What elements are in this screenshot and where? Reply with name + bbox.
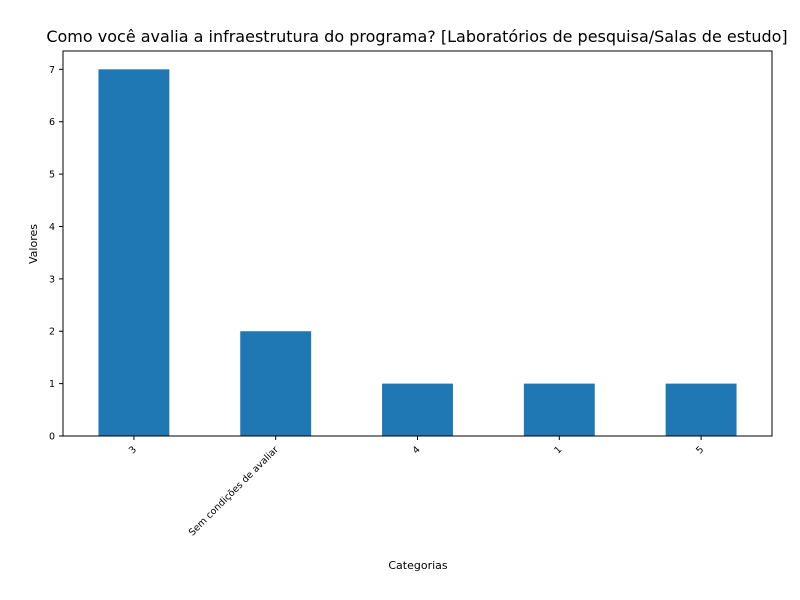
y-tick-label: 6 <box>49 117 55 128</box>
chart-title: Como você avalia a infraestrutura do pro… <box>46 27 787 46</box>
bar <box>98 69 170 436</box>
y-tick-label: 4 <box>49 222 55 233</box>
plot-area: 0 1 2 3 4 5 6 7 3 Sem condições de avaliar 4 1 5 <box>49 50 773 538</box>
y-tick-label: 3 <box>49 274 55 285</box>
y-tick-label: 1 <box>49 379 55 390</box>
y-tick-label: 0 <box>49 432 55 443</box>
y-axis-label: Valores <box>27 224 40 264</box>
x-tick-label: 1 <box>552 444 564 456</box>
bar <box>382 383 453 436</box>
y-tick-label: 5 <box>49 170 55 181</box>
x-tick-label: 4 <box>411 444 423 456</box>
y-tick-label: 2 <box>49 327 55 338</box>
bar <box>523 383 595 436</box>
y-tick-label: 7 <box>49 65 55 76</box>
bar <box>665 383 737 436</box>
x-tick-label: Sem condições de avaliar <box>187 444 281 538</box>
x-tick-label: 5 <box>694 444 706 456</box>
bar <box>240 331 312 436</box>
x-axis-label: Categorias <box>388 559 448 572</box>
x-tick-label: 3 <box>127 444 139 456</box>
